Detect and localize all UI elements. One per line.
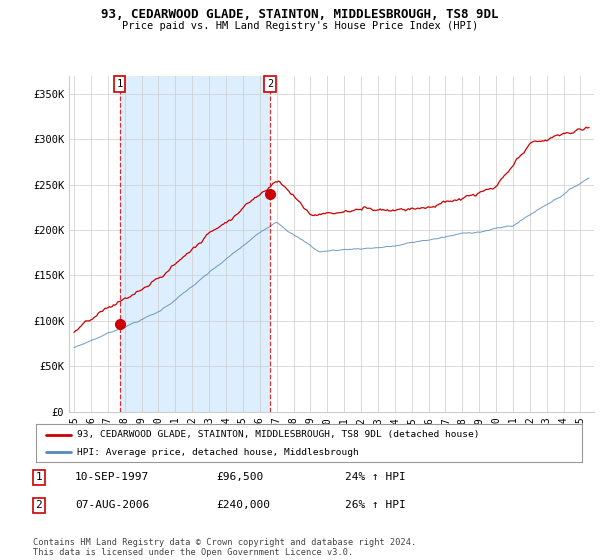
Text: Price paid vs. HM Land Registry's House Price Index (HPI): Price paid vs. HM Land Registry's House … xyxy=(122,21,478,31)
Text: £96,500: £96,500 xyxy=(216,472,263,482)
Text: 1: 1 xyxy=(35,472,43,482)
Text: 93, CEDARWOOD GLADE, STAINTON, MIDDLESBROUGH, TS8 9DL (detached house): 93, CEDARWOOD GLADE, STAINTON, MIDDLESBR… xyxy=(77,430,479,439)
Text: £240,000: £240,000 xyxy=(216,500,270,510)
Text: 1: 1 xyxy=(116,79,123,89)
Text: 2: 2 xyxy=(267,79,273,89)
Text: 26% ↑ HPI: 26% ↑ HPI xyxy=(345,500,406,510)
Text: 2: 2 xyxy=(35,500,43,510)
Bar xyxy=(119,76,270,412)
Text: 24% ↑ HPI: 24% ↑ HPI xyxy=(345,472,406,482)
Text: 07-AUG-2006: 07-AUG-2006 xyxy=(75,500,149,510)
Text: Contains HM Land Registry data © Crown copyright and database right 2024.
This d: Contains HM Land Registry data © Crown c… xyxy=(33,538,416,557)
Text: 93, CEDARWOOD GLADE, STAINTON, MIDDLESBROUGH, TS8 9DL: 93, CEDARWOOD GLADE, STAINTON, MIDDLESBR… xyxy=(101,8,499,21)
Text: 10-SEP-1997: 10-SEP-1997 xyxy=(75,472,149,482)
Text: HPI: Average price, detached house, Middlesbrough: HPI: Average price, detached house, Midd… xyxy=(77,448,359,457)
